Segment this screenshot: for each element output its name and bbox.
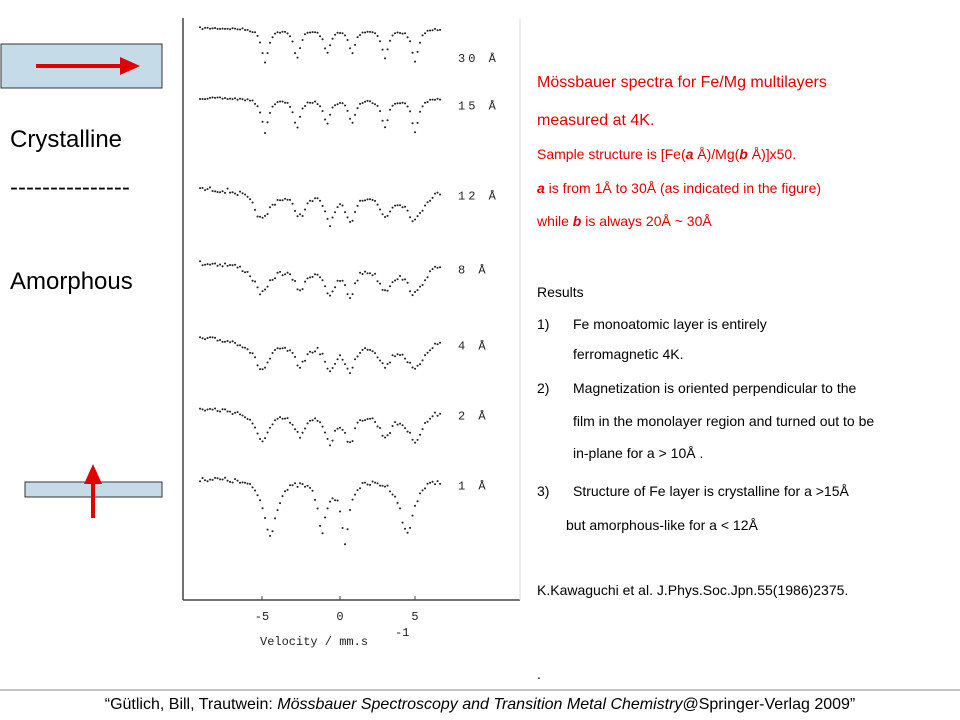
item-text: Magnetization is oriented perpendicular … [573,380,857,396]
text: is always 20Å ~ 30Å [581,213,712,229]
spectrum-label: 30 Å [458,51,499,66]
spectrum [199,476,442,546]
text: “Gütlich, Bill, Trautwein: [104,696,278,713]
item-text: Structure of Fe layer is crystalline for… [573,483,849,499]
text: Å)/Mg( [693,146,740,162]
text: @Springer-Verlag 2009” [682,696,856,713]
spectrum-label: 1 Å [458,478,489,493]
spectrum [199,260,442,299]
x-axis-label-sup: -1 [395,626,409,640]
spectrum-label: 2 Å [458,408,489,423]
spectrum-label: 8 Å [458,262,489,277]
reference: K.Kawaguchi et al. J.Phys.Soc.Jpn.55(198… [537,582,849,598]
heading: Results [537,284,584,300]
dot: . [537,666,541,682]
spectrum-label: 15 Å [458,98,499,113]
text: b [572,213,582,229]
spectra-figure: 30 Å 15 Å 12 Å 8 Å 4 Å 2 Å 1 Å -5 0 5 Velocity / m… [182,18,521,649]
item-number: 3) [537,483,550,499]
x-tick-label: -5 [255,610,269,624]
item-text: in-plane for a > 10Å . [573,445,704,461]
spectrum-label: 12 Å [458,188,499,203]
text: a [685,146,694,162]
item-text: but amorphous-like for a < 12Å [566,517,758,533]
spectrum [199,407,442,447]
spectrum [199,336,442,375]
item-number: 1) [537,316,550,332]
item-text: ferromagnetic 4K. [573,346,684,362]
title: Mössbauer spectra for Fe/Mg multilayers [537,74,827,91]
arrow-head [84,464,102,484]
info: a is from 1Å to 30Å (as indicated in the… [537,180,821,196]
info: Sample structure is [Fe(a Å)/Mg(b Å)]x50… [537,146,796,162]
text: while [537,213,573,229]
info: while b is always 20Å ~ 30Å [537,213,712,229]
spectrum-label: 4 Å [458,338,489,353]
x-tick-label: 0 [336,610,343,624]
item-text: Fe monoatomic layer is entirely [573,316,767,332]
arrow-head [120,57,140,75]
text: a [537,180,545,196]
x-tick-label: 5 [411,610,418,624]
label: Amorphous [10,268,133,295]
title: measured at 4K. [537,112,655,129]
item-text: film in the monolayer region and turned … [573,413,875,429]
text: Å)]x50. [747,146,797,162]
spectrum [199,96,442,134]
spectrum [199,186,442,228]
text: is from 1Å to 30Å (as indicated in the f… [544,180,822,196]
spectrum [199,26,442,64]
divider: --------------- [10,174,130,201]
item-number: 2) [537,380,550,396]
label: Crystalline [10,126,123,153]
text: Mössbauer Spectroscopy and Transition Me… [277,696,683,713]
footer: “Gütlich, Bill, Trautwein: Mössbauer Spe… [0,696,960,714]
text: Sample structure is [Fe( [537,146,686,162]
x-axis-label: Velocity / mm.s [260,635,368,649]
text: b [739,146,748,162]
